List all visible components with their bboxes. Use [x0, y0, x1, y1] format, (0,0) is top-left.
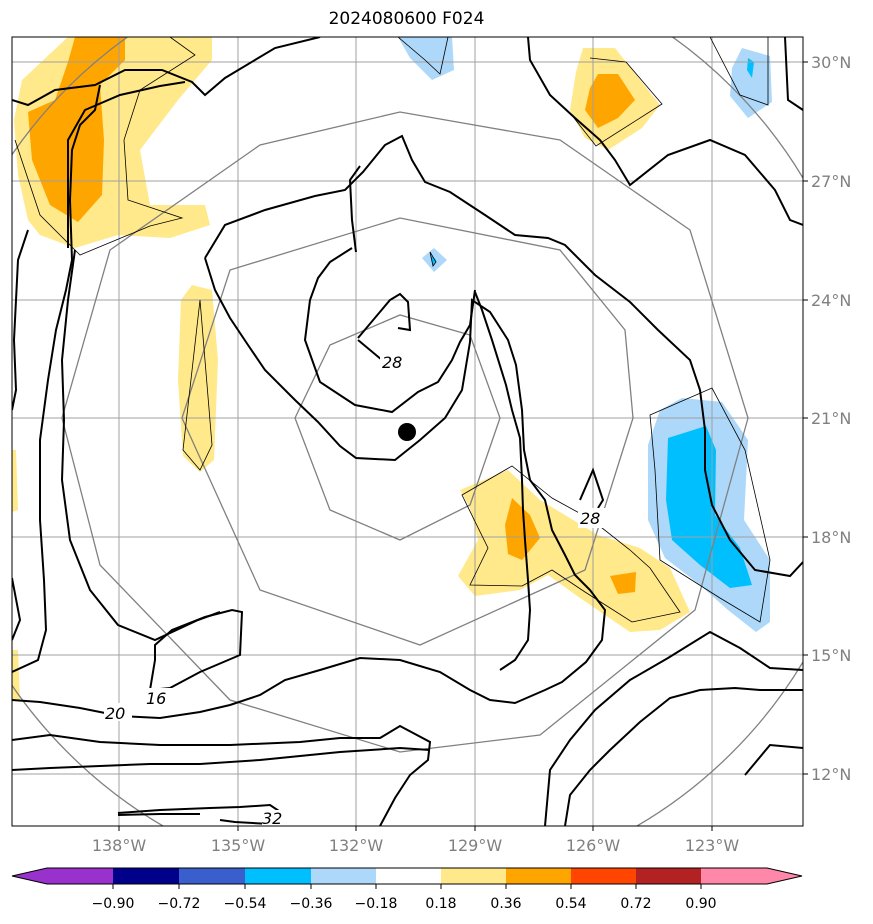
lat-label-30n: 30°N: [811, 53, 851, 72]
colorbar-segment: [701, 868, 767, 884]
lon-label-138w: 138°W: [92, 836, 147, 855]
colorbar-tick-label: 0.18: [425, 896, 456, 912]
range-rings: [12, 37, 803, 826]
colorbar-tick-label: 0.36: [490, 896, 521, 912]
colorbar-segment: [571, 868, 636, 884]
contour-label-16: 16: [146, 689, 166, 708]
colorbar-extend-high: [767, 868, 802, 884]
colorbar-segment: [245, 868, 311, 884]
lat-label-12n: 12°N: [811, 765, 851, 784]
colorbar-segment: [506, 868, 571, 884]
colorbar-segment: [179, 868, 245, 884]
colorbar: −0.90 −0.72 −0.54 −0.36 −0.18 0.18 0.36 …: [11, 867, 803, 912]
lat-label-27n: 27°N: [811, 172, 851, 191]
storm-center-marker: [398, 423, 416, 441]
lon-label-126w: 126°W: [566, 836, 621, 855]
colorbar-segment: [113, 868, 179, 884]
map-frame: [11, 36, 804, 827]
chart-title: 2024080600 F024: [328, 9, 485, 29]
colorbar-tick-label: 0.90: [685, 896, 716, 912]
colorbar-tick-label: −0.72: [158, 896, 201, 912]
colorbar-extend-low: [12, 868, 47, 884]
colorbar-segment: [441, 868, 506, 884]
lat-label-24n: 24°N: [811, 291, 851, 310]
thin-contours: [14, 37, 771, 623]
axis-ticks: [118, 61, 808, 831]
thick-contours: [12, 37, 803, 826]
colorbar-segment: [636, 868, 701, 884]
contour-label-28-center: 28: [382, 353, 402, 372]
lon-label-132w: 132°W: [329, 836, 384, 855]
lon-label-135w: 135°W: [211, 836, 266, 855]
colorbar-segment: [47, 868, 113, 884]
map-plot-area: 28 28 16 20 32: [12, 37, 803, 828]
grid-lines: [12, 37, 803, 826]
colorbar-tick-label: 0.54: [555, 896, 586, 912]
shaded-negative-fields: [398, 37, 772, 632]
colorbar-segment: [376, 868, 441, 884]
lat-label-15n: 15°N: [811, 646, 851, 665]
colorbar-tick-label: 0.72: [620, 896, 651, 912]
contour-label-28-east: 28: [580, 509, 600, 528]
contour-label-32: 32: [262, 809, 282, 828]
lat-label-21n: 21°N: [811, 409, 851, 428]
colorbar-tick-label: −0.54: [224, 896, 267, 912]
colorbar-tick-label: −0.36: [290, 896, 333, 912]
colorbar-tick-label: −0.90: [92, 896, 135, 912]
lon-label-129w: 129°W: [448, 836, 503, 855]
lon-label-123w: 123°W: [685, 836, 740, 855]
colorbar-tick-label: −0.18: [355, 896, 398, 912]
colorbar-outline: [11, 867, 803, 885]
contour-label-20: 20: [105, 704, 125, 723]
colorbar-segment: [311, 868, 376, 884]
lat-label-18n: 18°N: [811, 528, 851, 547]
